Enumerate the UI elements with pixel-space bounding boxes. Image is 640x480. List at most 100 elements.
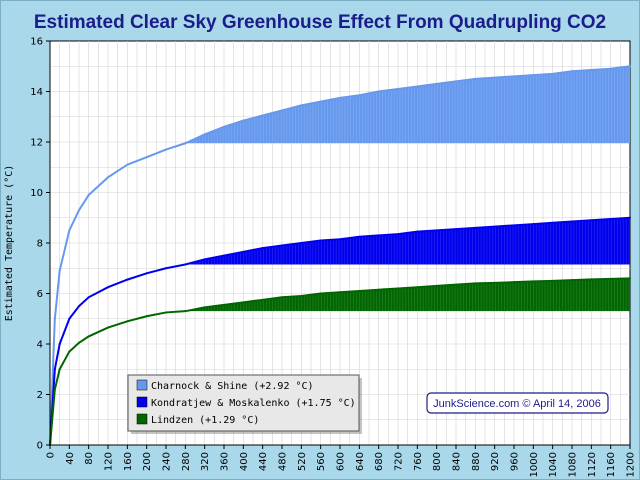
point-lindzen	[629, 277, 631, 280]
point-lindzen	[377, 288, 380, 291]
point-charnock	[609, 67, 612, 70]
point-lindzen	[474, 282, 477, 285]
point-charnock	[455, 80, 457, 83]
point-kondratjew	[242, 250, 245, 253]
legend-swatch-kondratjew	[136, 396, 148, 408]
point-kondratjew	[53, 368, 56, 371]
point-kondratjew	[68, 317, 71, 320]
point-kondratjew	[513, 224, 515, 227]
point-lindzen	[165, 311, 167, 314]
point-lindzen	[609, 277, 612, 280]
point-lindzen	[358, 289, 361, 292]
point-charnock	[629, 65, 631, 68]
point-charnock	[416, 85, 419, 88]
point-lindzen	[223, 303, 225, 306]
x-tick-label: 320	[200, 452, 211, 471]
y-tick-label: 12	[30, 138, 43, 149]
x-tick-label: 920	[490, 452, 501, 471]
x-tick-label: 1120	[587, 452, 598, 477]
x-tick-label: 0	[46, 452, 57, 458]
point-charnock	[87, 194, 90, 197]
x-tick-label: 560	[316, 452, 327, 471]
point-charnock	[261, 114, 264, 117]
point-kondratjew	[78, 305, 80, 308]
y-tick-label: 4	[37, 340, 43, 351]
x-tick-label: 280	[181, 452, 192, 471]
legend-label-kondratjew: Kondratjew & Moskalenko (+1.75 °C)	[151, 398, 356, 409]
chart-title: Estimated Clear Sky Greenhouse Effect Fr…	[34, 12, 606, 33]
y-axis-label: Estimated Temperature (°C)	[4, 165, 15, 322]
x-tick-label: 960	[510, 452, 521, 471]
legend: Charnock & Shine (+2.92 °C) Kondratjew &…	[127, 374, 362, 434]
legend-box	[127, 374, 360, 432]
point-kondratjew	[358, 235, 361, 238]
x-tick-label: 840	[452, 452, 463, 471]
point-charnock	[493, 76, 496, 79]
point-kondratjew	[319, 239, 322, 242]
point-charnock	[551, 72, 554, 75]
point-charnock	[223, 125, 225, 128]
point-kondratjew	[455, 228, 457, 231]
point-lindzen	[145, 315, 148, 318]
point-lindzen	[87, 335, 90, 338]
x-tick-label: 1160	[606, 452, 617, 477]
point-kondratjew	[493, 225, 496, 228]
point-kondratjew	[377, 234, 380, 237]
point-kondratjew	[126, 278, 129, 281]
point-kondratjew	[590, 219, 593, 222]
x-tick-label: 640	[355, 452, 366, 471]
point-lindzen	[107, 326, 109, 329]
point-kondratjew	[532, 223, 535, 226]
point-lindzen	[58, 368, 61, 371]
point-charnock	[474, 77, 477, 80]
x-tick-label: 680	[374, 452, 385, 471]
x-tick-label: 440	[258, 452, 269, 471]
point-kondratjew	[58, 343, 61, 345]
y-tick-label: 16	[30, 37, 43, 48]
y-tick-label: 8	[37, 239, 43, 250]
point-kondratjew	[551, 221, 554, 224]
x-tick-label: 760	[413, 452, 424, 471]
x-tick-label: 200	[142, 452, 153, 471]
point-lindzen	[319, 292, 322, 295]
point-charnock	[242, 119, 245, 122]
x-tick-label: 1000	[529, 452, 540, 477]
x-tick-label: 120	[104, 452, 115, 471]
point-charnock	[53, 317, 56, 320]
point-charnock	[165, 148, 167, 151]
x-tick-label: 520	[297, 452, 308, 471]
line-charnock	[49, 65, 631, 446]
point-charnock	[513, 75, 515, 78]
point-kondratjew	[165, 267, 167, 270]
series-group	[49, 65, 631, 446]
point-kondratjew	[571, 220, 573, 223]
point-lindzen	[513, 281, 515, 284]
point-charnock	[319, 100, 322, 103]
point-kondratjew	[629, 216, 631, 219]
point-lindzen	[397, 287, 399, 290]
point-kondratjew	[261, 247, 264, 250]
x-tick-label: 240	[162, 452, 173, 471]
point-kondratjew	[203, 258, 206, 261]
point-charnock	[203, 133, 206, 136]
point-lindzen	[532, 280, 535, 283]
point-kondratjew	[474, 226, 477, 229]
line-lindzen	[49, 277, 631, 446]
point-charnock	[435, 82, 438, 85]
x-tick-label: 600	[336, 452, 347, 471]
point-lindzen	[339, 291, 341, 294]
point-lindzen	[126, 320, 129, 323]
point-kondratjew	[416, 230, 419, 233]
point-kondratjew	[300, 242, 303, 244]
x-tick-label: 160	[123, 452, 134, 471]
point-lindzen	[493, 281, 496, 284]
point-kondratjew	[339, 238, 341, 241]
x-tick-label: 360	[220, 452, 231, 471]
band-kondratjew	[185, 217, 631, 265]
point-lindzen	[184, 310, 187, 313]
point-lindzen	[281, 296, 283, 299]
y-tick-label: 6	[37, 289, 43, 300]
legend-swatch-charnock	[136, 379, 148, 391]
